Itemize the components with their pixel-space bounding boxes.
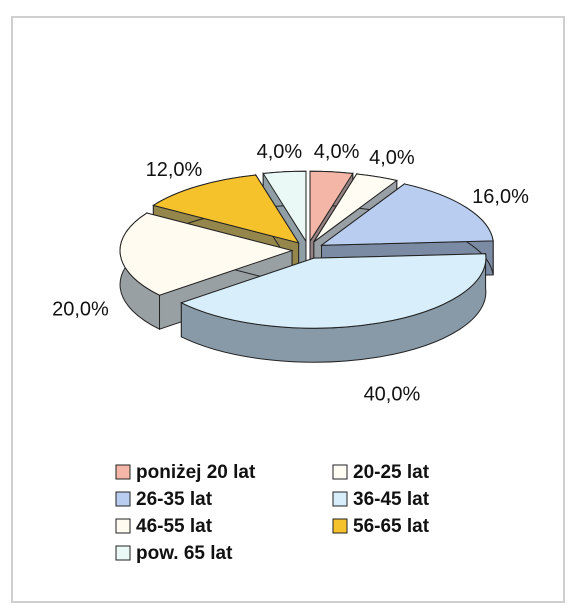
data-label: 4,0% (314, 141, 360, 163)
data-label: 4,0% (257, 141, 303, 163)
legend-label: 36-45 lat (353, 489, 430, 510)
data-label: 40,0% (364, 383, 421, 405)
legend-swatch (332, 491, 348, 507)
data-labels: 4,0% 4,0% 4,0% 12,0% 16,0% 20,0% 40,0% (52, 141, 529, 405)
legend-swatch (115, 464, 131, 480)
legend-swatch (115, 491, 131, 507)
legend-label: poniżej 20 lat (136, 462, 256, 483)
chart-frame (11, 16, 565, 603)
legend-label: 26-35 lat (136, 489, 213, 510)
legend-swatch (115, 545, 131, 561)
legend-label: 46-55 lat (136, 516, 213, 537)
legend-label: 20-25 lat (353, 462, 430, 483)
data-label: 12,0% (146, 159, 203, 181)
slice (180, 253, 487, 329)
legend-swatch (115, 518, 131, 534)
slice (313, 173, 398, 243)
slice (119, 212, 294, 296)
slice (152, 174, 300, 244)
pie (119, 170, 494, 363)
data-label: 16,0% (472, 186, 529, 208)
slice (309, 170, 354, 243)
data-label: 20,0% (52, 298, 109, 320)
legend: poniżej 20 lat 20-25 lat 26-35 lat 36-45 la… (115, 462, 430, 564)
slice (262, 170, 307, 243)
slice (319, 183, 494, 246)
legend-swatch (332, 518, 348, 534)
legend-label: 56-65 lat (353, 516, 430, 537)
legend-label: pow. 65 lat (136, 543, 233, 564)
legend-swatch (332, 464, 348, 480)
data-label: 4,0% (369, 147, 415, 169)
